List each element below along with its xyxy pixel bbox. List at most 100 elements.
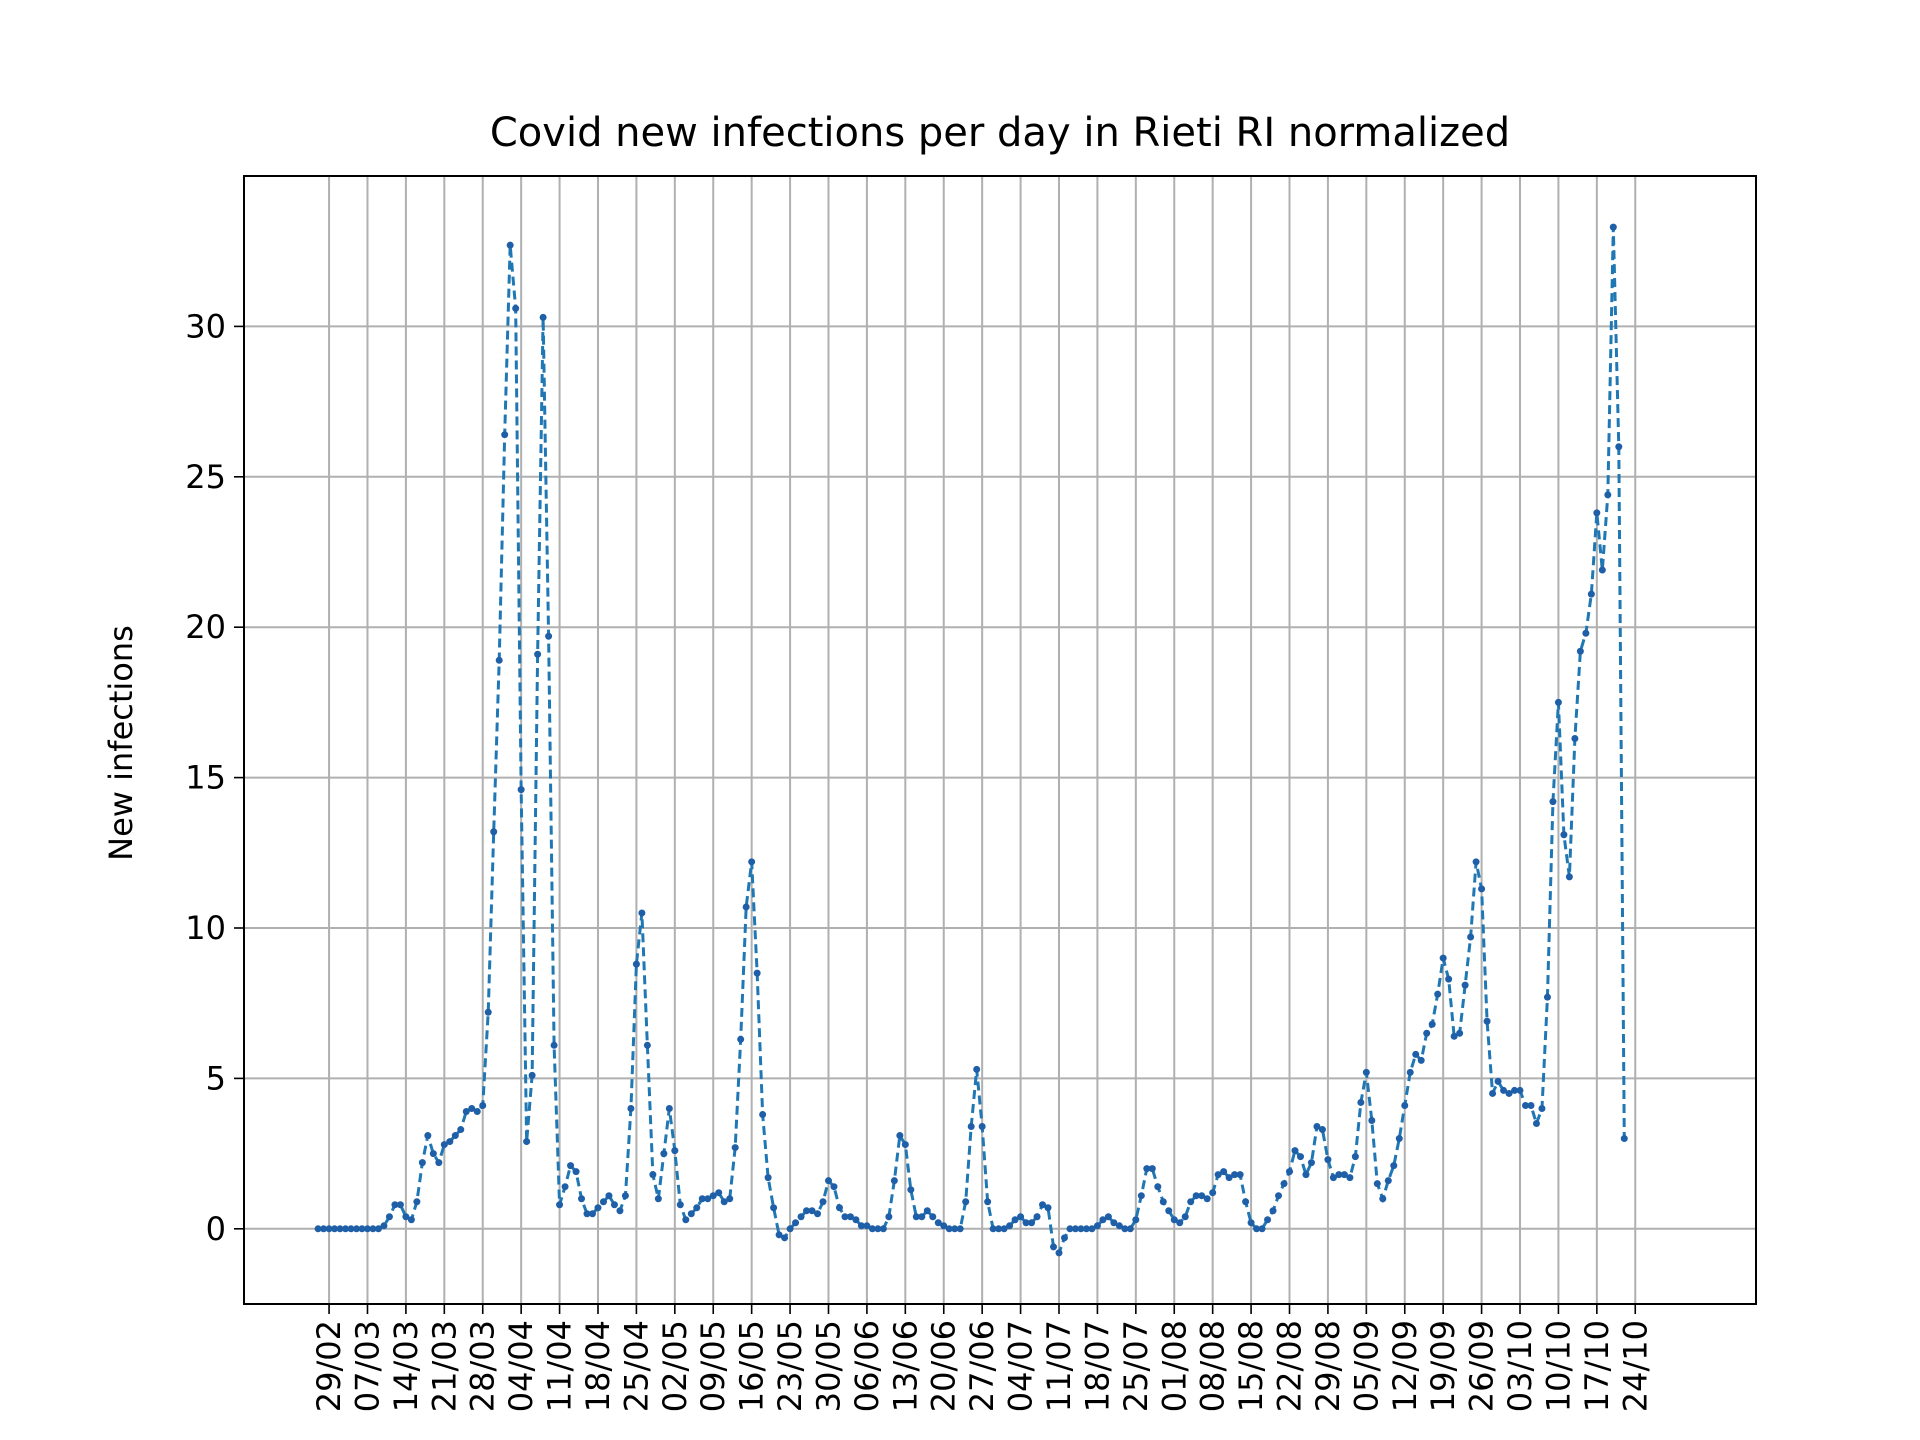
y-tick-label: 30 [185,307,226,345]
x-tick-label: 16/05 [733,1320,771,1412]
data-point [726,1195,734,1203]
data-point [402,1213,410,1221]
data-point [901,1141,909,1149]
data-point [1126,1225,1134,1233]
data-point [1357,1098,1365,1106]
data-point [616,1207,624,1215]
data-point [358,1225,366,1233]
data-point [567,1162,575,1170]
data-point [1346,1174,1354,1182]
data-point [1198,1192,1206,1200]
data-point [457,1126,465,1134]
data-point [1472,858,1480,866]
data-point [1560,831,1568,839]
x-tick-label: 03/10 [1501,1320,1539,1412]
data-point [781,1234,789,1242]
data-point [879,1225,887,1233]
data-point [1225,1174,1233,1182]
data-point [1456,1029,1464,1037]
data-point [1017,1213,1025,1221]
x-tick-label: 11/04 [541,1320,579,1412]
data-point [857,1222,865,1230]
data-point [325,1225,333,1233]
data-point [973,1065,981,1073]
data-point [1549,798,1557,806]
data-point [1132,1216,1140,1224]
data-point [1604,491,1612,499]
data-point [874,1225,882,1233]
data-point [863,1222,871,1230]
data-point [621,1192,629,1200]
data-point [1187,1198,1195,1206]
data-point [819,1198,827,1206]
data-point [676,1201,684,1209]
data-point [1242,1198,1250,1206]
x-tick-label: 06/06 [848,1320,886,1412]
data-point [1209,1189,1217,1197]
data-point [748,858,756,866]
data-point [1253,1225,1261,1233]
x-tick-label: 08/08 [1194,1320,1232,1412]
data-point [1231,1171,1239,1179]
data-point [1582,629,1590,637]
data-point [885,1213,893,1221]
data-point [638,909,646,917]
data-point [1143,1165,1151,1173]
x-tick-label: 23/05 [771,1320,809,1412]
data-point [1489,1089,1497,1097]
data-point [770,1204,778,1212]
data-point [951,1225,959,1233]
data-point [490,828,498,836]
data-point [1554,698,1562,706]
data-point [1000,1225,1008,1233]
data-point [1203,1195,1211,1203]
data-point [1522,1101,1529,1109]
data-point [435,1159,443,1167]
data-point [539,313,547,321]
data-point [1071,1225,1079,1233]
data-point [1516,1086,1524,1094]
x-tick-label: 05/09 [1347,1320,1385,1412]
data-point [1373,1180,1381,1188]
data-point [1154,1183,1162,1191]
y-tick-label: 10 [185,909,226,947]
data-point [841,1213,849,1221]
x-tick-label: 24/10 [1616,1320,1654,1412]
data-point [545,632,553,640]
data-point [347,1225,355,1233]
data-point [385,1213,393,1221]
data-point [1500,1086,1508,1094]
data-point [896,1132,904,1140]
data-point [1467,933,1475,941]
data-point [1615,443,1623,451]
data-point [1406,1068,1414,1076]
data-point [1121,1225,1129,1233]
data-point [589,1210,596,1218]
x-tick-label: 04/04 [502,1320,540,1412]
data-point [1439,954,1447,962]
x-tick-label: 25/04 [617,1320,655,1412]
data-point [643,1041,651,1049]
data-point [413,1198,421,1206]
data-point [1104,1213,1112,1221]
data-point [693,1204,701,1212]
data-point [1280,1180,1288,1188]
x-tick-label: 20/06 [925,1320,963,1412]
data-point [671,1147,679,1155]
data-point [512,304,520,312]
data-point [517,786,525,794]
data-point [1296,1153,1304,1161]
data-point [1379,1195,1387,1203]
data-point [462,1107,470,1115]
data-point [1329,1174,1337,1182]
x-tick-label: 02/05 [656,1320,694,1412]
data-point [594,1204,602,1212]
data-point [1269,1207,1277,1215]
x-tick-label: 01/08 [1155,1320,1193,1412]
data-point [698,1195,706,1203]
data-point [1148,1165,1156,1173]
data-point [803,1207,811,1215]
data-point [775,1231,783,1239]
